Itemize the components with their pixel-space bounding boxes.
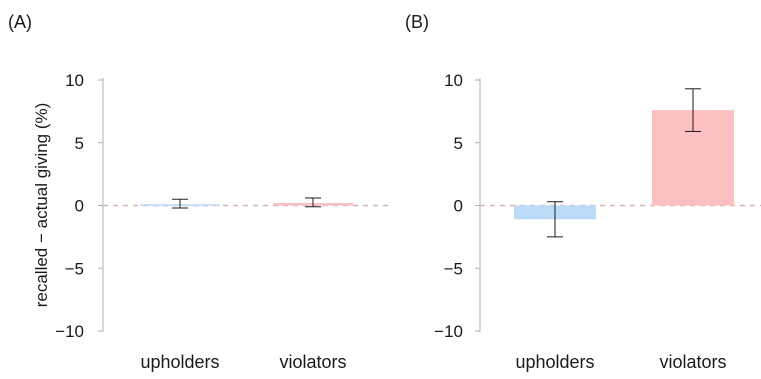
category-label-violators: violators bbox=[279, 352, 346, 372]
y-tick-label: 5 bbox=[75, 134, 84, 153]
bars bbox=[140, 197, 353, 209]
y-tick-label: 0 bbox=[75, 197, 84, 216]
y-axis-label: recalled − actual giving (%) bbox=[32, 103, 51, 308]
category-label-violators: violators bbox=[659, 352, 726, 372]
y-tick-label: 10 bbox=[444, 71, 463, 90]
y-tick-label: −5 bbox=[65, 259, 84, 278]
category-label-upholders: upholders bbox=[515, 352, 594, 372]
category-labels: upholders violators bbox=[140, 352, 346, 372]
y-tick-label: 5 bbox=[454, 134, 463, 153]
y-ticks: 10 5 0 −5 −10 bbox=[55, 71, 103, 341]
panel-b-label: (B) bbox=[405, 12, 429, 32]
panel-b: (B) 10 5 0 −5 −10 upholders violators bbox=[405, 12, 761, 372]
category-labels: upholders violators bbox=[515, 352, 726, 372]
category-label-upholders: upholders bbox=[140, 352, 219, 372]
y-tick-label: −10 bbox=[55, 322, 84, 341]
y-ticks: 10 5 0 −5 −10 bbox=[434, 71, 480, 341]
y-tick-label: 0 bbox=[454, 197, 463, 216]
y-tick-label: 10 bbox=[65, 71, 84, 90]
panel-a-label: (A) bbox=[8, 12, 32, 32]
panel-a: (A) recalled − actual giving (%) 10 5 0 −5 −… bbox=[8, 12, 393, 372]
y-tick-label: −10 bbox=[434, 322, 463, 341]
y-tick-label: −5 bbox=[444, 259, 463, 278]
bars bbox=[514, 88, 734, 238]
